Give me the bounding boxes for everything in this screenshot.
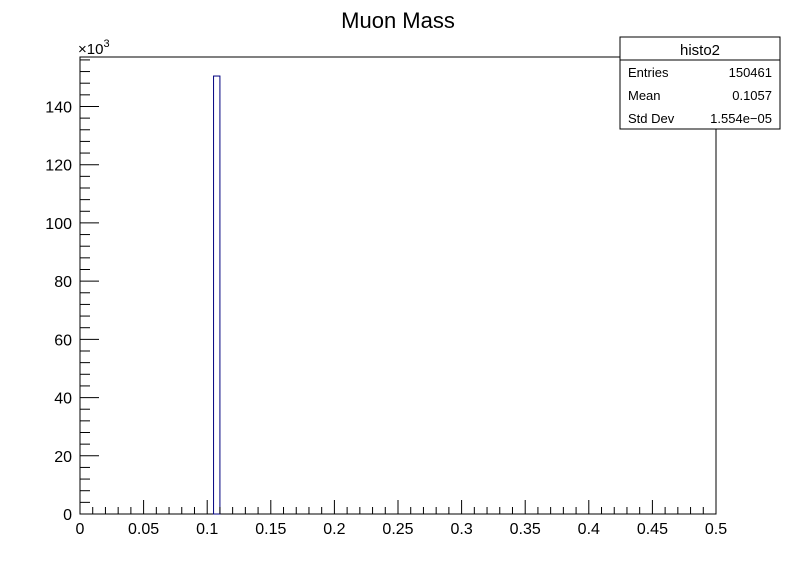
chart-title: Muon Mass <box>341 8 455 33</box>
y-tick-label: 140 <box>45 99 72 116</box>
x-tick-label: 0.3 <box>450 521 472 538</box>
x-tick-label: 0.35 <box>510 521 541 538</box>
x-axis: 0 0.05 0.1 0.15 0.2 0.25 0.3 0.35 0.4 0.45 0.5 <box>76 500 727 538</box>
y-tick-label: 0 <box>63 507 72 524</box>
x-tick-label: 0.4 <box>578 521 600 538</box>
y-axis-multiplier: ×103 <box>78 38 110 58</box>
x-tick-label: 0.05 <box>128 521 159 538</box>
y-tick-label: 120 <box>45 158 72 175</box>
y-axis: 0 20 40 60 80 100 120 140 <box>45 59 99 524</box>
x-tick-label: 0.15 <box>255 521 286 538</box>
stats-box-title: histo2 <box>680 42 720 59</box>
y-axis-multiplier-exponent: 3 <box>103 38 109 50</box>
y-tick-label: 40 <box>54 391 72 408</box>
y-tick-label: 20 <box>54 449 72 466</box>
stats-mean-value: 0.1057 <box>732 88 772 103</box>
stats-entries-value: 150461 <box>729 65 772 80</box>
stats-box: histo2 Entries 150461 Mean 0.1057 Std De… <box>619 36 781 130</box>
x-tick-label: 0.45 <box>637 521 668 538</box>
x-tick-label: 0.2 <box>323 521 345 538</box>
x-tick-label: 0.5 <box>705 521 727 538</box>
y-tick-label: 80 <box>54 274 72 291</box>
stats-stddev-value: 1.554e−05 <box>710 111 772 126</box>
stats-mean-label: Mean <box>628 88 661 103</box>
x-tick-label: 0.1 <box>196 521 218 538</box>
histogram-bar-0 <box>213 75 221 515</box>
stats-box-border <box>619 36 781 130</box>
stats-stddev-label: Std Dev <box>628 111 675 126</box>
y-axis-multiplier-base: ×10 <box>78 41 103 58</box>
x-tick-label: 0.25 <box>382 521 413 538</box>
bars-layer <box>213 75 221 515</box>
y-tick-label: 100 <box>45 216 72 233</box>
stats-entries-label: Entries <box>628 65 669 80</box>
x-tick-label: 0 <box>76 521 85 538</box>
y-tick-label: 60 <box>54 332 72 349</box>
